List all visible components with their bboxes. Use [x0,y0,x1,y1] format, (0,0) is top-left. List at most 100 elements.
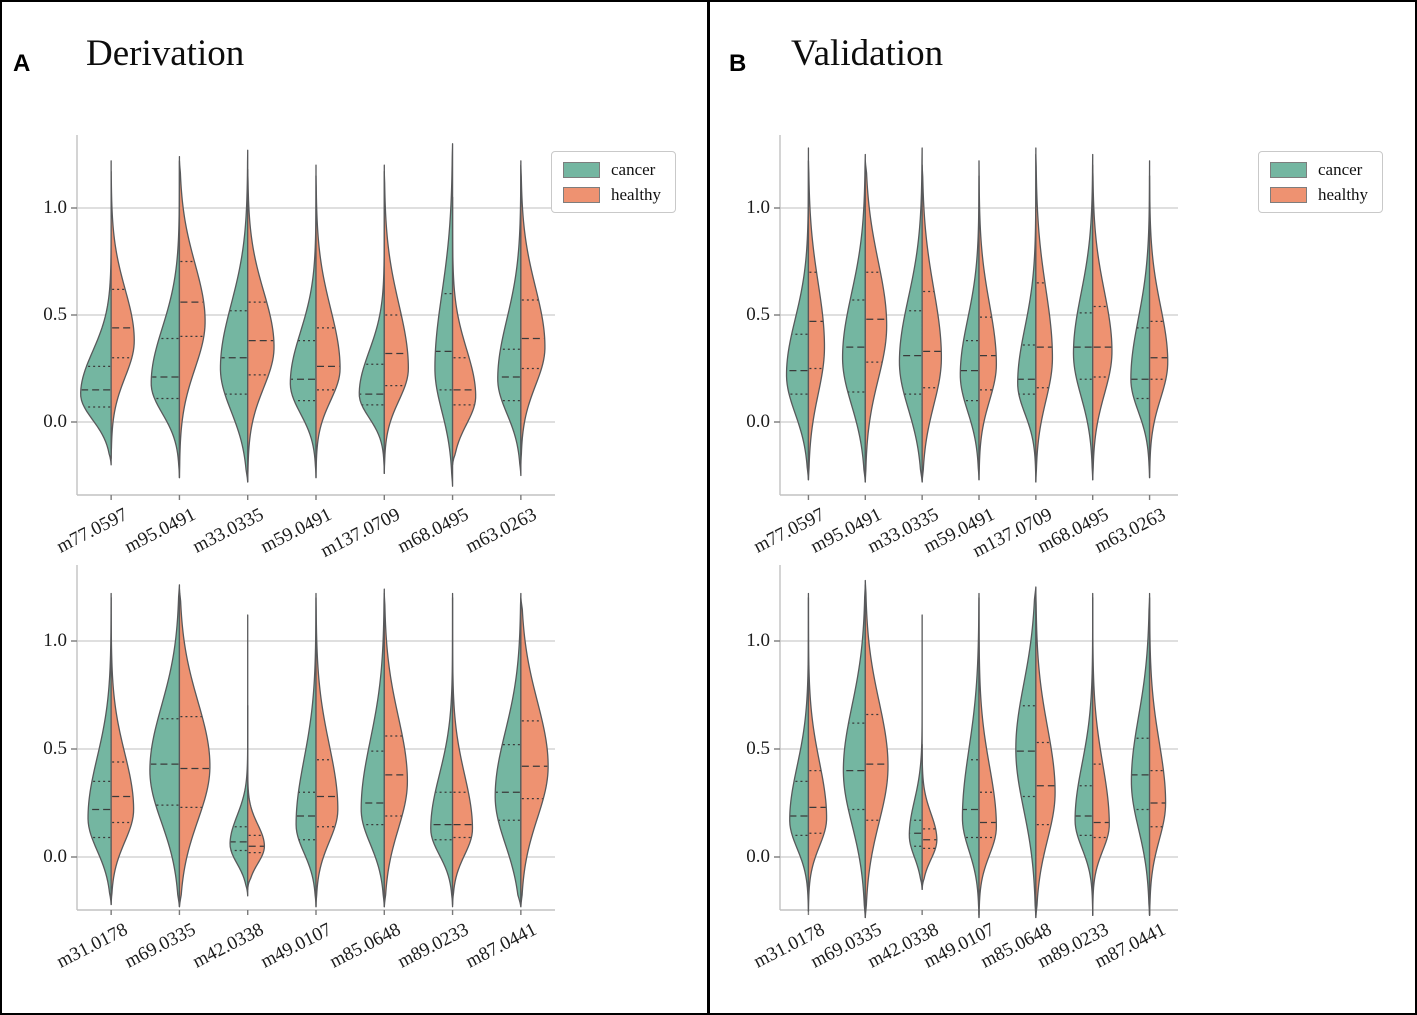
violin-half-cancer [841,153,866,483]
y-tick-label: 0.0 [43,846,67,867]
y-tick-label: 0.5 [746,738,770,759]
legend-row-healthy: healthy [563,186,661,203]
violin-plot-derivation-bottom [71,565,555,915]
y-tick-label: 0.5 [746,304,770,325]
violin-half-cancer [434,143,454,487]
violin-plot-derivation-top [71,135,555,500]
violin-half-cancer [1074,597,1094,916]
violin-half-healthy [110,170,135,460]
violin-plot-validation-bottom [774,565,1178,919]
violin-half-healthy [383,592,409,908]
y-tick-label: 1.0 [43,197,67,218]
violin-half-cancer [1015,586,1037,919]
violin-half-healthy [451,597,474,906]
violin-half-healthy [1148,175,1169,479]
violin-half-cancer [1072,153,1094,481]
violin-half-healthy [247,168,275,483]
violin-half-cancer [785,147,810,481]
panel-title-validation: Validation [791,33,944,74]
legend-row-healthy: healthy [1270,186,1368,203]
violin-half-cancer [289,164,317,479]
violin-half-healthy [864,579,889,919]
panel-letter-a: A [13,50,31,77]
violin-chart-svg [71,565,555,915]
x-tick-label: m77.0597 [52,504,131,558]
panel-title-derivation: Derivation [86,33,245,74]
violin-chart-svg [774,135,1178,500]
y-tick-label: 0.0 [43,411,67,432]
x-tick-label: m89.0233 [394,919,473,973]
y-tick-label: 0.0 [746,411,770,432]
violin-half-cancer [358,164,385,475]
violin-half-healthy [1092,164,1113,481]
violin-half-cancer [494,592,522,908]
violin-half-healthy [1035,153,1054,483]
panel-divider [707,2,710,1013]
violin-plot-validation-top [774,135,1178,500]
x-tick-label: m42.0338 [189,919,268,973]
x-tick-label: m33.0335 [189,504,268,558]
legend-derivation: cancer healthy [551,151,677,213]
violin-half-cancer [229,614,249,897]
x-tick-label: m137.0709 [317,504,404,562]
healthy-swatch [1270,186,1307,203]
violin-half-cancer [959,175,980,481]
violin-half-cancer [961,592,980,919]
violin-half-healthy [978,597,998,919]
violin-half-healthy [247,705,266,891]
violin-half-cancer [789,597,810,912]
legend-label-cancer: cancer [611,160,656,179]
violin-half-healthy [1148,592,1167,916]
x-tick-label: m69.0335 [121,919,199,973]
panel-letter-b: B [729,50,747,77]
y-tick-label: 1.0 [746,630,770,651]
legend-label-cancer: cancer [1318,160,1363,179]
cancer-swatch [1270,161,1307,178]
y-tick-label: 1.0 [43,630,67,651]
violin-half-cancer [360,588,385,908]
healthy-swatch [563,186,600,203]
x-tick-label: m87.0441 [462,919,541,973]
y-tick-label: 0.0 [746,846,770,867]
x-tick-label: m85.0648 [326,919,404,973]
violin-half-cancer [219,149,249,483]
legend-validation: cancer healthy [1258,151,1384,213]
violin-half-healthy [921,164,943,483]
y-tick-label: 0.5 [43,738,67,759]
violin-half-healthy [110,597,135,906]
x-tick-label: m63.0263 [462,504,541,558]
violin-half-healthy [807,592,828,912]
legend-label-healthy: healthy [611,185,662,204]
violin-half-healthy [315,597,339,908]
violin-half-cancer [898,147,923,483]
x-tick-label: m95.0491 [121,504,199,558]
violin-half-healthy [520,164,546,466]
y-tick-label: 1.0 [746,197,770,218]
violin-half-healthy [451,196,477,466]
violin-chart-svg [71,135,555,500]
x-tick-label: m49.0107 [257,919,336,973]
y-tick-label: 0.5 [43,304,67,325]
violin-half-healthy [1035,592,1056,919]
violin-half-healthy [921,744,938,891]
x-tick-label: m68.0495 [394,504,473,558]
violin-half-healthy [178,588,211,908]
violin-half-cancer [842,584,866,919]
violin-half-healthy [807,160,826,481]
violin-half-healthy [978,160,998,481]
legend-row-cancer: cancer [1270,161,1368,178]
violin-half-healthy [315,175,341,479]
violin-half-cancer [149,584,181,908]
violin-half-healthy [520,597,549,908]
violin-half-cancer [1130,597,1151,916]
violin-chart-svg [774,565,1178,919]
violin-half-cancer [908,614,923,891]
legend-row-cancer: cancer [563,161,661,178]
cancer-swatch [563,161,600,178]
violin-half-cancer [80,160,112,466]
violin-half-healthy [178,160,206,479]
legend-label-healthy: healthy [1318,185,1369,204]
violin-half-cancer [150,155,181,479]
violin-half-healthy [1092,592,1110,916]
